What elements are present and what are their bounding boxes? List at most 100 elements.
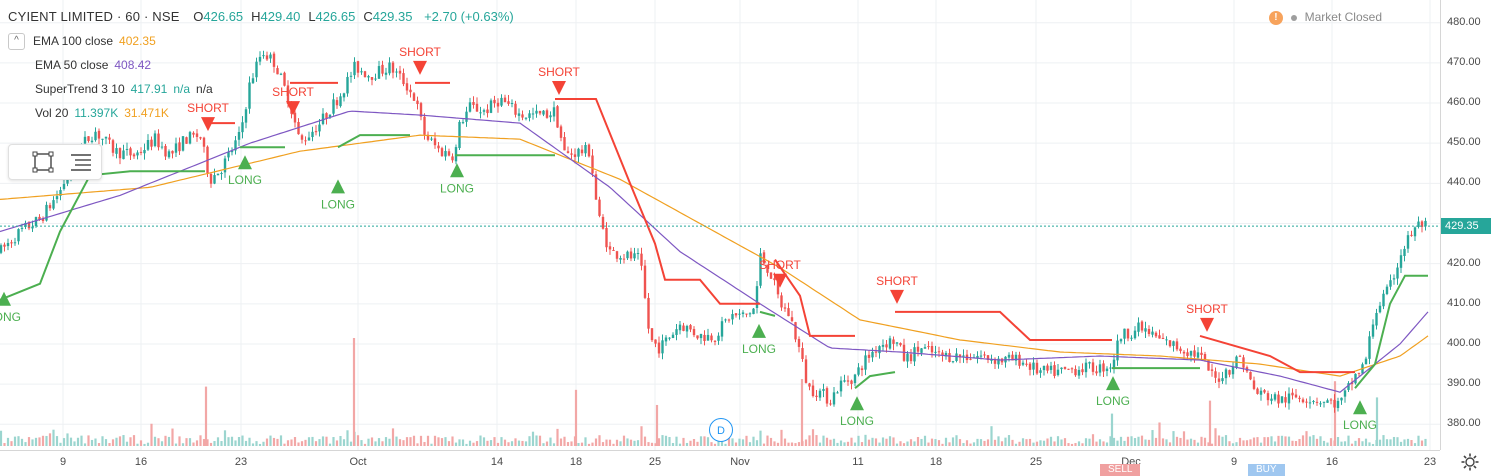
settings-gear-icon[interactable]: [1460, 452, 1480, 472]
volume-bar: [360, 440, 363, 446]
candle-body: [52, 200, 55, 209]
volume-bar: [1266, 437, 1270, 446]
long-signal-arrow: [0, 291, 11, 306]
volume-bar: [934, 439, 937, 446]
volume-bar: [1305, 431, 1308, 446]
volume-bar: [990, 426, 993, 446]
candle-body: [510, 103, 514, 105]
candle-body: [682, 325, 685, 331]
volume-bar: [164, 435, 167, 446]
candle-body: [1025, 363, 1028, 365]
candle-body: [979, 355, 983, 357]
long-signal-arrow: [238, 155, 252, 170]
volume-bar: [1238, 437, 1242, 446]
symbol-title[interactable]: CYIENT LIMITED · 60 · NSE: [8, 9, 180, 24]
volume-bar: [1228, 441, 1231, 446]
time-axis[interactable]: 9 16 23 Oct 14 18 25 Nov 11 18 25 Dec 9 16 23: [0, 450, 1440, 475]
volume-bar: [577, 443, 580, 446]
candle-body: [437, 145, 440, 149]
indicator-name[interactable]: Vol 20: [35, 106, 69, 120]
volume-bar: [248, 437, 251, 446]
volume-bar: [920, 438, 923, 446]
volume-bar: [755, 440, 759, 446]
candle-body: [969, 358, 972, 360]
indicator-row: SuperTrend 3 10 417.91 n/a n/a: [8, 77, 514, 101]
candle-body: [1263, 390, 1266, 393]
volume-bar: [318, 439, 321, 446]
sell-button[interactable]: SELL: [1100, 464, 1141, 476]
candle-body: [1301, 399, 1305, 403]
candle-body: [188, 132, 192, 144]
candle-body: [1406, 235, 1410, 249]
volume-bar: [307, 437, 311, 446]
volume-bar: [594, 438, 598, 446]
volume-bar: [1186, 439, 1189, 446]
volume-bar: [643, 436, 647, 446]
candle-body: [227, 151, 230, 158]
volume-bar: [1070, 443, 1074, 446]
volume-bar: [1270, 436, 1273, 446]
candle-body: [685, 326, 689, 332]
candle-body: [195, 133, 199, 137]
volume-bar: [1193, 439, 1196, 446]
volume-bar: [1110, 413, 1114, 446]
indicator-name[interactable]: EMA 50 close: [35, 58, 109, 72]
candle-body: [132, 154, 136, 157]
volume-bar: [636, 440, 640, 446]
candle-body: [573, 154, 577, 157]
volume-bar: [405, 437, 409, 446]
volume-bar: [580, 442, 584, 446]
price-tick-label: 410.00: [1447, 296, 1481, 309]
chart-area[interactable]: LONG SHORT LONG SHORT LONG SHORT LONG SHORT LONG…: [0, 0, 1440, 450]
volume-bar: [1291, 440, 1294, 446]
candle-body: [1207, 359, 1210, 371]
candle-body: [745, 313, 748, 315]
time-tick-label: 14: [490, 456, 504, 468]
volume-bar: [55, 436, 59, 446]
candle-body: [556, 106, 559, 128]
candle-body: [762, 252, 766, 264]
volume-bar: [759, 430, 762, 446]
indicator-name[interactable]: SuperTrend 3 10: [35, 82, 125, 96]
long-signal-label: LONG: [321, 197, 355, 211]
candle-body: [335, 100, 339, 106]
buy-button[interactable]: BUY: [1248, 464, 1285, 476]
volume-bar: [1123, 440, 1126, 446]
volume-bar: [1042, 440, 1046, 446]
dividend-event-marker[interactable]: D: [709, 418, 733, 442]
volume-bar: [829, 439, 832, 446]
volume-bar: [1420, 440, 1424, 446]
volume-bar: [1144, 439, 1147, 446]
volume-bar: [265, 438, 269, 446]
candle-body: [1053, 365, 1056, 377]
candle-body: [160, 146, 164, 148]
rectangle-tool-icon[interactable]: [31, 151, 55, 173]
short-signal-arrow: [413, 60, 427, 75]
price-chart[interactable]: LONG SHORT LONG SHORT LONG SHORT LONG SHORT LONG…: [0, 0, 1440, 450]
volume-bar: [1116, 440, 1119, 446]
candle-body: [1028, 363, 1032, 370]
volume-bar: [797, 442, 801, 446]
object-tree-icon[interactable]: [69, 151, 93, 173]
volume-bar: [1329, 438, 1333, 446]
candle-body: [549, 115, 552, 118]
candle-body: [454, 147, 458, 162]
volume-bar: [969, 443, 972, 446]
candle-body: [1144, 328, 1147, 332]
volume-bar: [1095, 441, 1098, 446]
candle-body: [272, 53, 276, 67]
indicator-value: n/a: [173, 82, 191, 96]
candle-body: [223, 158, 227, 173]
warning-icon[interactable]: !: [1268, 10, 1283, 25]
price-tick-label: 400.00: [1447, 336, 1481, 349]
indicator-name[interactable]: EMA 100 close: [33, 34, 114, 48]
supertrend-up-line: [0, 170, 205, 301]
candle-body: [755, 286, 759, 309]
price-tick-label: 460.00: [1447, 96, 1481, 109]
candle-body: [1273, 394, 1277, 400]
collapse-legend-button[interactable]: ^: [8, 33, 25, 51]
volume-bar: [489, 440, 493, 446]
volume-bar: [213, 441, 216, 446]
candle-body: [1252, 380, 1256, 389]
candle-body: [461, 122, 465, 124]
